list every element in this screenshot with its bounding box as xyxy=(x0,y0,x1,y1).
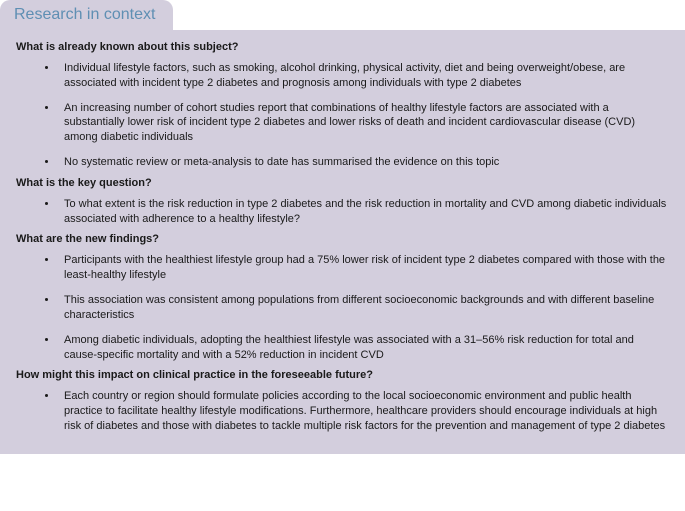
panel-tab-title: Research in context xyxy=(0,0,173,30)
section-title: How might this impact on clinical practi… xyxy=(16,368,667,383)
list-item: Participants with the healthiest lifesty… xyxy=(58,253,667,283)
panel-body: What is already known about this subject… xyxy=(0,30,685,454)
bullet-list: To what extent is the risk reduction in … xyxy=(16,197,667,227)
list-item: Among diabetic individuals, adopting the… xyxy=(58,333,667,363)
research-context-panel: Research in context What is already know… xyxy=(0,0,685,454)
list-item: An increasing number of cohort studies r… xyxy=(58,101,667,146)
list-item: To what extent is the risk reduction in … xyxy=(58,197,667,227)
section-title: What are the new findings? xyxy=(16,232,667,247)
list-item: No systematic review or meta-analysis to… xyxy=(58,155,667,170)
list-item: Individual lifestyle factors, such as sm… xyxy=(58,61,667,91)
bullet-list: Individual lifestyle factors, such as sm… xyxy=(16,61,667,170)
section-title: What is already known about this subject… xyxy=(16,40,667,55)
section-title: What is the key question? xyxy=(16,176,667,191)
bullet-list: Participants with the healthiest lifesty… xyxy=(16,253,667,362)
list-item: This association was consistent among po… xyxy=(58,293,667,323)
bullet-list: Each country or region should formulate … xyxy=(16,389,667,434)
list-item: Each country or region should formulate … xyxy=(58,389,667,434)
